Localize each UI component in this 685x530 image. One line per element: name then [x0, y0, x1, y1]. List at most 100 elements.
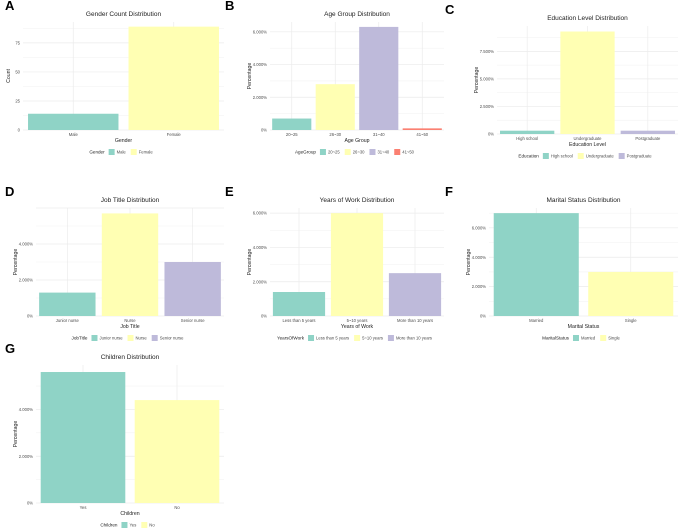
- legend-swatch: [151, 335, 158, 341]
- y-tick-label: 2.000%: [253, 95, 267, 100]
- bar-undergraduate: [560, 31, 615, 134]
- y-tick-label: 50: [15, 70, 20, 75]
- y-tick-label: 0%: [261, 314, 267, 319]
- legend-swatch: [542, 153, 549, 159]
- y-tick-label: 4.000%: [19, 407, 33, 412]
- x-tick-label: 20~25: [286, 132, 298, 137]
- panel-d: D Job Title Distribution 0% 2.000% 4.000% Jun…: [5, 184, 224, 341]
- x-tick-label: High school: [516, 136, 538, 141]
- legend-label: 5~10 years: [362, 336, 383, 341]
- y-axis-title: Percentage: [13, 421, 19, 448]
- legend-title: MaritalStatus: [542, 336, 570, 341]
- legend-title: Gender: [89, 150, 105, 155]
- y-tick-label: 2.000%: [472, 284, 486, 289]
- y-tick-label: 5.000%: [480, 76, 494, 81]
- bar-more-than-10-years: [388, 273, 442, 316]
- legend-label: Junior nurse: [99, 336, 123, 341]
- panel-label: C: [445, 2, 455, 17]
- x-tick-label: Female: [167, 132, 182, 137]
- x-tick-label: More than 10 years: [397, 318, 433, 323]
- bar-less-than-5-years: [272, 292, 326, 316]
- x-tick-label: No: [174, 505, 180, 510]
- y-tick-label: 4.000%: [253, 62, 267, 67]
- bar-senior-nurse: [164, 262, 221, 316]
- y-tick-label: 0%: [27, 314, 33, 319]
- x-axis-title: Children: [120, 511, 139, 517]
- bar-female: [128, 26, 219, 131]
- legend-label: More than 10 years: [396, 336, 432, 341]
- y-axis-title: Percentage: [13, 249, 19, 276]
- legend-label: 31~40: [377, 150, 389, 155]
- y-tick-label: 4.000%: [19, 242, 33, 247]
- x-axis-title: Gender: [115, 138, 133, 144]
- x-tick-label: Undergraduate: [574, 136, 603, 141]
- panel-label: D: [5, 184, 14, 199]
- x-tick-label: Married: [529, 318, 544, 323]
- legend-swatch: [91, 335, 98, 341]
- gridlines: [270, 22, 444, 131]
- legend-label: Less than 5 years: [316, 336, 349, 341]
- legend: YearsOfWork Less than 5 years 5~10 years Mo…: [277, 335, 432, 341]
- legend-title: YearsOfWork: [277, 336, 305, 341]
- legend-label: 20~25: [328, 150, 340, 155]
- legend-swatch: [577, 153, 584, 159]
- legend-label: Nurse: [136, 336, 148, 341]
- legend-label: Yes: [129, 523, 136, 528]
- y-tick-label: 6.000%: [253, 211, 267, 216]
- legend-swatch: [618, 153, 625, 159]
- legend-label: Undergraduate: [586, 154, 615, 159]
- panel-label: A: [5, 0, 15, 13]
- x-tick-label: 5~10 years: [347, 318, 368, 323]
- x-axis-title: Years of Work: [341, 324, 374, 330]
- legend: Gender Male Female: [89, 149, 153, 155]
- legend-swatch: [108, 149, 115, 155]
- chart-title: Years of Work Distribution: [320, 197, 395, 204]
- y-tick-label: 2.000%: [19, 278, 33, 283]
- y-tick-label: 2.500%: [480, 104, 494, 109]
- legend-swatch: [600, 335, 607, 341]
- legend-swatch: [121, 522, 128, 528]
- chart-title: Job Title Distribution: [101, 197, 160, 204]
- chart-title: Marital Status Distribution: [546, 197, 620, 204]
- y-tick-label: 0%: [480, 314, 486, 319]
- chart-title: Education Level Distribution: [547, 15, 628, 22]
- y-axis-title: Percentage: [474, 67, 480, 94]
- panel-a: A Gender Count Distribution 0 25 50 75 Male Fem…: [5, 0, 224, 155]
- y-axis-title: Percentage: [247, 63, 253, 90]
- bar-nurse: [101, 213, 159, 316]
- legend-swatch: [141, 522, 148, 528]
- legend-title: Education: [518, 154, 539, 159]
- legend-swatch: [572, 335, 579, 341]
- x-tick-label: Senior nurse: [181, 318, 205, 323]
- y-axis-title: Count: [6, 69, 12, 83]
- legend-swatch: [127, 335, 134, 341]
- chart-title: Children Distribution: [101, 354, 160, 361]
- x-axis-title: Age Group: [344, 138, 369, 144]
- legend-label: Senior nurse: [160, 336, 184, 341]
- x-axis-title: Marital Status: [568, 324, 600, 330]
- bar-41-50: [402, 128, 442, 130]
- legend: MaritalStatus Married Single: [542, 335, 620, 341]
- chart-title: Gender Count Distribution: [86, 11, 162, 18]
- y-tick-label: 0: [18, 128, 21, 133]
- panel-f: F Marital Status Distribution 0% 2.000% 4.00…: [445, 184, 678, 341]
- x-tick-label: Nurse: [124, 318, 136, 323]
- legend-swatch: [308, 335, 315, 341]
- legend: JobTitle Junior nurse Nurse Senior nurse: [72, 335, 184, 341]
- legend-label: 26~30: [353, 150, 365, 155]
- legend: AgeGroup 20~25 26~30 31~40 41~50: [295, 149, 415, 155]
- x-tick-label: Postgraduate: [635, 136, 661, 141]
- bar-31-40: [359, 26, 399, 131]
- bar-male: [28, 113, 119, 130]
- y-tick-label: 4.000%: [253, 245, 267, 250]
- x-tick-label: Male: [69, 132, 79, 137]
- bar-married: [493, 213, 579, 316]
- y-tick-label: 2.000%: [19, 454, 33, 459]
- y-tick-label: 6.000%: [253, 29, 267, 34]
- x-tick-label: Less than 5 years: [282, 318, 315, 323]
- panel-g: G Children Distribution 0% 2.000% 4.000% Yes N…: [5, 341, 224, 528]
- y-tick-label: 6.000%: [472, 225, 486, 230]
- legend: Education High school Undergraduate Postgra…: [518, 153, 652, 159]
- x-axis-title: Job Title: [120, 324, 139, 330]
